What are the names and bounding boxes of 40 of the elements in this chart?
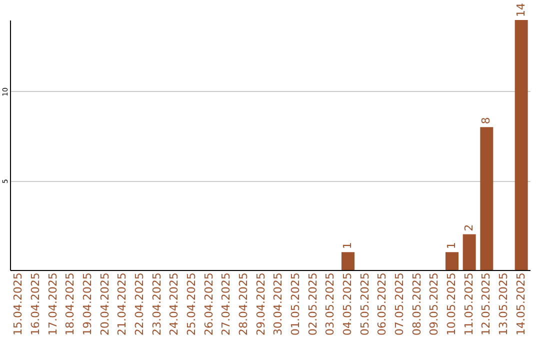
data-label: 14 [514, 3, 528, 17]
x-tick-label: 04.05.2025 [341, 272, 354, 336]
bar [462, 234, 476, 270]
x-tick-label: 24.04.2025 [168, 272, 181, 336]
bar [514, 20, 528, 270]
x-tick-label: 20.04.2025 [98, 272, 112, 336]
x-tick-label: 06.05.2025 [376, 272, 389, 336]
x-tick-label: 23.04.2025 [150, 272, 164, 336]
x-tick-label: 14.05.2025 [514, 272, 528, 336]
x-tick-label: 16.04.2025 [29, 272, 42, 336]
x-tick-label: 18.04.2025 [64, 272, 77, 336]
x-tick-label: 07.05.2025 [393, 272, 406, 336]
x-tick-label: 15.04.2025 [12, 272, 25, 336]
x-tick-label: 01.05.2025 [289, 272, 302, 336]
bar [480, 127, 494, 270]
data-label: 1 [341, 242, 354, 250]
x-tick-label: 22.04.2025 [133, 272, 146, 336]
x-tick-label: 27.04.2025 [220, 272, 233, 336]
bar [342, 252, 354, 270]
data-label: 2 [462, 224, 476, 232]
x-tick-label: 25.04.2025 [185, 272, 198, 336]
x-tick-label: 21.04.2025 [116, 272, 129, 336]
x-tick-label: 26.04.2025 [202, 272, 216, 336]
x-tick-label: 09.05.2025 [428, 272, 441, 336]
x-tick-label: 13.05.2025 [497, 272, 510, 336]
x-tick-label: 30.04.2025 [272, 272, 285, 336]
x-tick-label: 28.04.2025 [237, 272, 250, 336]
x-tick-label: 29.04.2025 [254, 272, 268, 336]
x-tick-label: 08.05.2025 [410, 272, 424, 336]
data-label: 8 [480, 117, 493, 124]
x-tick-label: 10.05.2025 [445, 272, 458, 336]
x-tick-label: 02.05.2025 [306, 272, 320, 336]
x-tick-label: 11.05.2025 [462, 272, 476, 336]
data-label: 1 [445, 242, 458, 250]
x-tick-label: 19.04.2025 [81, 272, 94, 336]
x-tick-label: 03.05.2025 [324, 272, 337, 336]
x-tick-label: 12.05.2025 [480, 272, 493, 336]
x-tick-label: 05.05.2025 [358, 272, 372, 336]
bar [446, 252, 458, 270]
x-tick-label: 17.04.2025 [46, 272, 60, 336]
